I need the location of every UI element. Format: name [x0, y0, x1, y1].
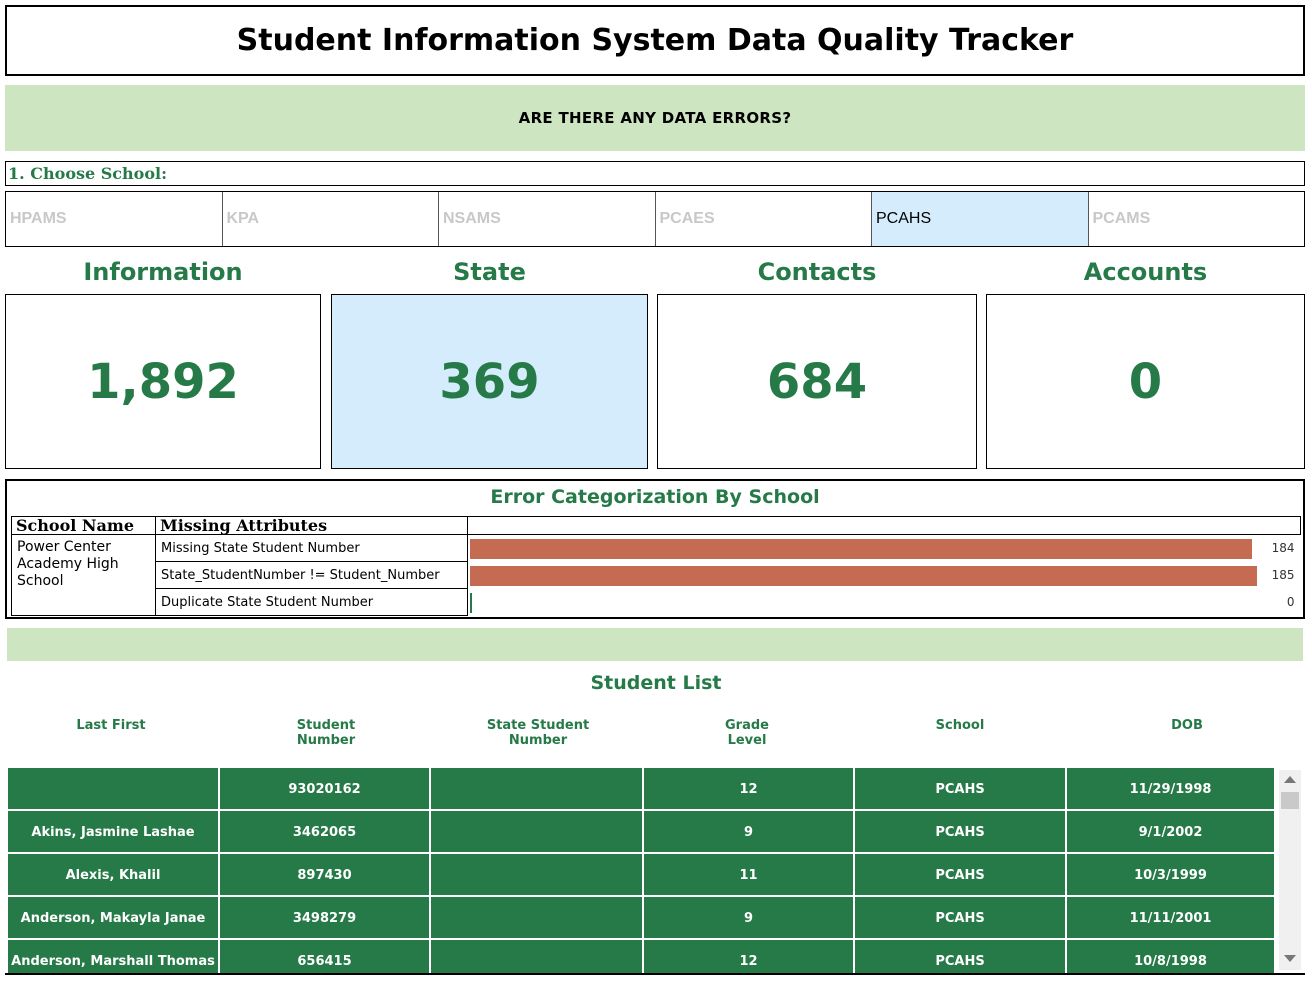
kpi-value-contacts: 684 [766, 353, 868, 410]
cell-state-student-number [431, 854, 644, 895]
cell-school: PCAHS [855, 940, 1067, 973]
column-header-student-number[interactable]: Student Number [296, 718, 356, 748]
error-categorization-table: School Name Missing Attributes Power Cen… [11, 516, 1301, 616]
kpi-card-state[interactable]: 369 [331, 294, 648, 469]
cell-school: PCAHS [855, 897, 1067, 938]
bar-header [467, 516, 1301, 535]
cell-last-first: Anderson, Makayla Janae [8, 897, 220, 938]
kpi-label-contacts: Contacts [757, 258, 877, 286]
page-title: Student Information System Data Quality … [236, 23, 1074, 58]
student-list-scrollbar[interactable] [1279, 770, 1301, 970]
table-row[interactable]: Anderson, Marshall Thomas 656415 12 PCAHS 10… [8, 940, 1278, 973]
bar-cell: 184 [468, 535, 1301, 562]
column-header-last-first[interactable]: Last First [76, 718, 146, 733]
school-name-cell: Power Center Academy High School [11, 534, 156, 616]
error-categorization-title: Error Categorization By School [490, 486, 820, 508]
cell-school: PCAHS [855, 768, 1067, 809]
cell-student-number: 3498279 [220, 897, 431, 938]
error-categorization-panel: Error Categorization By School School Na… [5, 479, 1305, 619]
column-header-state-student-number[interactable]: State Student Number [486, 718, 590, 748]
bar-value-label: 184 [1271, 541, 1295, 555]
choose-school-label: 1. Choose School: [5, 161, 1305, 186]
scroll-down-icon[interactable] [1284, 955, 1296, 962]
cell-student-number: 897430 [220, 854, 431, 895]
student-list-title: Student List [590, 672, 722, 694]
error-bar-duplicate-state-number[interactable] [470, 592, 472, 613]
school-option-pcaes[interactable]: PCAES [656, 192, 872, 246]
bar-cell: 0 [468, 589, 1301, 616]
bar-value-label: 185 [1271, 567, 1295, 582]
kpi-card-accounts[interactable]: 0 [986, 294, 1305, 469]
cell-dob: 11/11/2001 [1067, 897, 1276, 938]
attribute-cell[interactable]: Missing State Student Number [155, 534, 468, 562]
cell-dob: 10/3/1999 [1067, 854, 1276, 895]
cell-last-first: Alexis, Khalil [8, 854, 220, 895]
missing-attributes-header: Missing Attributes [155, 516, 468, 535]
school-slicer: HPAMS KPA NSAMS PCAES PCAHS PCAMS [5, 191, 1305, 247]
cell-grade-level: 9 [644, 811, 855, 852]
cell-state-student-number [431, 897, 644, 938]
school-option-hpams[interactable]: HPAMS [6, 192, 223, 246]
data-errors-banner: ARE THERE ANY DATA ERRORS? [5, 85, 1305, 151]
scroll-up-icon[interactable] [1284, 776, 1296, 783]
cell-student-number: 3462065 [220, 811, 431, 852]
student-list-grid: 93020162 12 PCAHS 11/29/1998 Akins, Jasmine … [8, 768, 1278, 973]
column-header-school[interactable]: School [935, 718, 985, 733]
cell-dob: 9/1/2002 [1067, 811, 1276, 852]
school-option-nsams[interactable]: NSAMS [439, 192, 656, 246]
cell-school: PCAHS [855, 854, 1067, 895]
kpi-value-state: 369 [439, 353, 540, 410]
table-row[interactable]: Alexis, Khalil 897430 11 PCAHS 10/3/1999 [8, 854, 1278, 897]
kpi-label-information: Information [83, 258, 243, 286]
bar-cell: 185 [468, 562, 1301, 589]
scrollbar-thumb[interactable] [1281, 792, 1299, 809]
cell-state-student-number [431, 811, 644, 852]
error-bar-missing-state-number[interactable] [470, 539, 1253, 559]
cell-grade-level: 12 [644, 940, 855, 973]
table-row[interactable]: Anderson, Makayla Janae 3498279 9 PCAHS 11/1… [8, 897, 1278, 940]
kpi-value-information: 1,892 [87, 353, 239, 410]
cell-last-first: Anderson, Marshall Thomas [8, 940, 220, 973]
cell-grade-level: 11 [644, 854, 855, 895]
school-option-pcams[interactable]: PCAMS [1092, 210, 1151, 227]
cell-grade-level: 12 [644, 768, 855, 809]
cell-state-student-number [431, 940, 644, 973]
column-header-dob[interactable]: DOB [1171, 718, 1203, 733]
kpi-value-accounts: 0 [1128, 353, 1163, 410]
section-divider-strip [7, 628, 1303, 661]
school-option-pcahs[interactable]: PCAHS [872, 192, 1089, 246]
cell-last-first [8, 768, 220, 809]
kpi-card-contacts[interactable]: 684 [657, 294, 977, 469]
cell-school: PCAHS [855, 811, 1067, 852]
kpi-label-state: State [453, 258, 526, 286]
table-row[interactable]: 93020162 12 PCAHS 11/29/1998 [8, 768, 1278, 811]
attribute-cell[interactable]: Duplicate State Student Number [155, 588, 468, 616]
kpi-card-information[interactable]: 1,892 [5, 294, 321, 469]
cell-state-student-number [431, 768, 644, 809]
error-bar-state-number-mismatch[interactable] [470, 565, 1257, 586]
cell-dob: 11/29/1998 [1067, 768, 1276, 809]
cell-student-number: 93020162 [220, 768, 431, 809]
cell-dob: 10/8/1998 [1067, 940, 1276, 973]
bar-value-label: 0 [1286, 594, 1295, 609]
school-name-header: School Name [11, 516, 156, 535]
bottom-border [5, 973, 1305, 975]
table-row[interactable]: Akins, Jasmine Lashae 3462065 9 PCAHS 9/1/20… [8, 811, 1278, 854]
attribute-cell[interactable]: State_StudentNumber != Student_Number [155, 561, 468, 589]
cell-grade-level: 9 [644, 897, 855, 938]
school-option-kpa[interactable]: KPA [223, 192, 439, 246]
column-header-grade-level[interactable]: Grade Level [725, 718, 769, 748]
cell-student-number: 656415 [220, 940, 431, 973]
kpi-label-accounts: Accounts [1083, 258, 1208, 286]
cell-last-first: Akins, Jasmine Lashae [8, 811, 220, 852]
title-box: Student Information System Data Quality … [5, 5, 1305, 76]
